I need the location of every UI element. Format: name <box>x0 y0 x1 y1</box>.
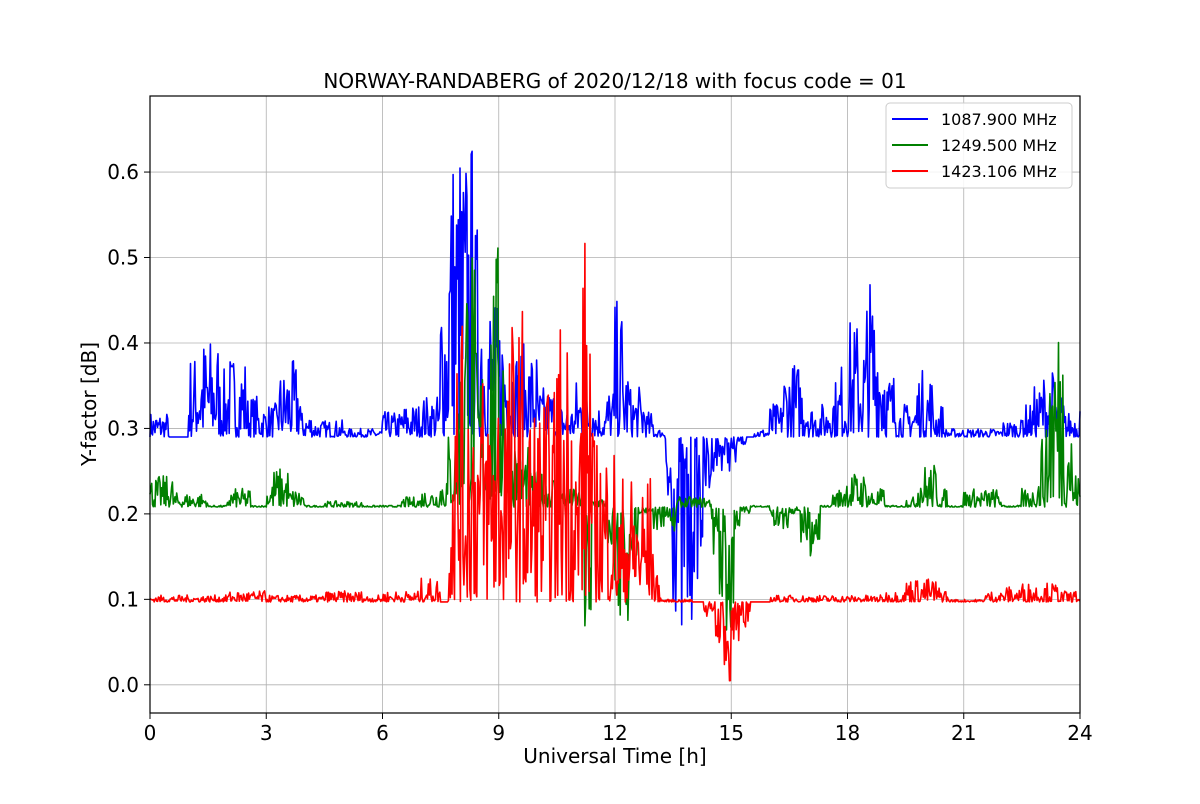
x-tick-label: 6 <box>376 721 389 745</box>
x-tick-label: 12 <box>602 721 627 745</box>
series-line-1423 <box>149 242 1081 682</box>
series-line-1249 <box>149 247 1081 631</box>
legend: 1087.900 MHz 1249.500 MHz 1423.106 MHz <box>885 102 1073 189</box>
x-tick-label: 9 <box>492 721 505 745</box>
x-axis-label: Universal Time [h] <box>523 744 706 768</box>
y-tick-label: 0.4 <box>107 331 139 355</box>
x-tick-label: 18 <box>835 721 860 745</box>
legend-box <box>885 102 1073 189</box>
chart-title: NORWAY-RANDABERG of 2020/12/18 with focu… <box>323 69 906 93</box>
series-line-1087 <box>149 150 1081 626</box>
y-tick-label: 0.6 <box>107 160 139 184</box>
y-tick-label: 0.1 <box>107 587 139 611</box>
x-tick-label: 24 <box>1067 721 1092 745</box>
y-tick-label: 0.2 <box>107 502 139 526</box>
legend-label-1087: 1087.900 MHz <box>941 110 1057 129</box>
x-tick-label: 3 <box>260 721 273 745</box>
y-tick-label: 0.5 <box>107 246 139 270</box>
x-tick-label: 15 <box>719 721 744 745</box>
plot-series <box>149 150 1081 682</box>
y-tick-label: 0.0 <box>107 673 139 697</box>
y-tick-label: 0.3 <box>107 416 139 440</box>
y-axis-label: Y-factor [dB] <box>77 342 101 467</box>
x-tick-label: 21 <box>951 721 976 745</box>
legend-label-1423: 1423.106 MHz <box>941 162 1057 181</box>
legend-label-1249: 1249.500 MHz <box>941 136 1057 155</box>
x-tick-label: 0 <box>144 721 157 745</box>
axis-ticks: 0 3 6 9 12 15 18 21 24 0.0 0.1 0.2 0.3 0.4 0.5 0.6 <box>107 160 1093 745</box>
